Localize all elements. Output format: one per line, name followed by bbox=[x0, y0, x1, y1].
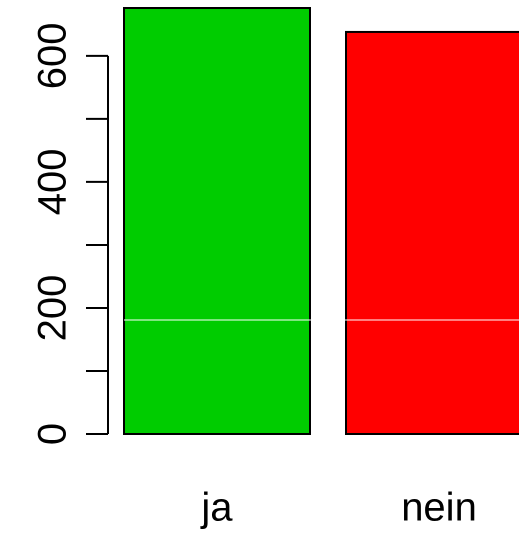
bar bbox=[345, 30, 519, 435]
y-tick-label: 200 bbox=[31, 275, 75, 342]
y-tick-label: 0 bbox=[31, 423, 75, 445]
x-tick-label: ja bbox=[200, 486, 233, 530]
y-tick-label: 600 bbox=[31, 23, 75, 90]
x-tick-label: nein bbox=[401, 486, 477, 530]
bar bbox=[123, 7, 311, 435]
y-tick-label: 400 bbox=[31, 149, 75, 216]
